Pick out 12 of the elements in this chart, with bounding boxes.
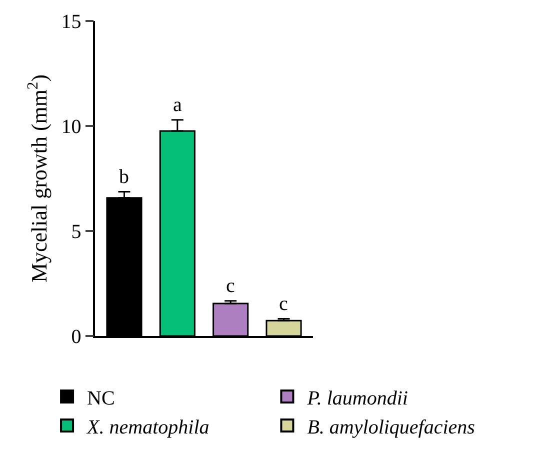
y-tick-label: 5 — [71, 221, 82, 243]
legend-label: P. laumondii — [306, 387, 408, 410]
legend-label: B. amyloliquefaciens — [307, 416, 476, 438]
y-tick-label: 10 — [61, 116, 82, 138]
y-tick-label: 0 — [71, 326, 82, 348]
data-label: a — [173, 94, 182, 116]
legend-label: X. nematophila — [86, 416, 210, 438]
data-label: c — [279, 293, 288, 315]
data-label: b — [119, 166, 129, 188]
data-label: c — [226, 275, 235, 297]
y-tick-label: 15 — [61, 11, 82, 33]
legend-label: NC — [87, 387, 115, 410]
